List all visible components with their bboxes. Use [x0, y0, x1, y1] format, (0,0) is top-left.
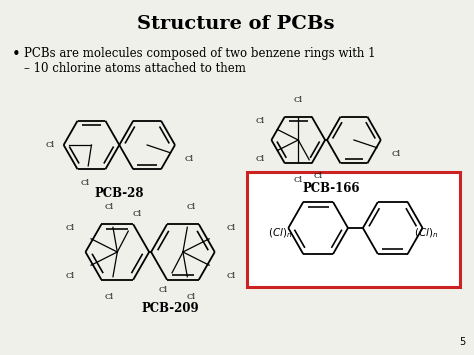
Text: Cl: Cl: [294, 96, 303, 104]
Text: Cl: Cl: [256, 155, 265, 163]
Text: Cl: Cl: [186, 203, 195, 211]
Text: Cl: Cl: [186, 293, 195, 301]
Text: Cl: Cl: [294, 176, 303, 184]
Text: PCB-166: PCB-166: [302, 182, 360, 195]
Bar: [246, 172, 460, 287]
Text: Structure of PCBs: Structure of PCBs: [137, 15, 334, 33]
Text: Cl: Cl: [65, 224, 74, 232]
Text: •: •: [12, 47, 21, 62]
Text: $(Cl)_n$: $(Cl)_n$: [414, 226, 438, 240]
Text: Cl: Cl: [314, 172, 323, 180]
Text: Cl: Cl: [65, 272, 74, 280]
Text: Cl: Cl: [105, 203, 114, 211]
Text: Cl: Cl: [226, 224, 235, 232]
Text: Cl: Cl: [45, 141, 54, 149]
Text: Cl: Cl: [226, 272, 235, 280]
Text: Cl: Cl: [105, 293, 114, 301]
Text: Cl: Cl: [256, 117, 265, 125]
Text: Cl: Cl: [158, 286, 168, 294]
Text: Cl: Cl: [133, 210, 142, 218]
Text: Cl: Cl: [81, 179, 90, 187]
Text: Cl: Cl: [391, 150, 400, 158]
Text: PCB-209: PCB-209: [141, 302, 199, 315]
Text: PCB-28: PCB-28: [94, 187, 144, 200]
Text: PCBs are molecules composed of two benzene rings with 1
– 10 chlorine atoms atta: PCBs are molecules composed of two benze…: [24, 47, 375, 75]
Text: 5: 5: [459, 337, 465, 347]
Text: Cl: Cl: [184, 155, 193, 163]
Text: $(Cl)_n$: $(Cl)_n$: [268, 226, 293, 240]
